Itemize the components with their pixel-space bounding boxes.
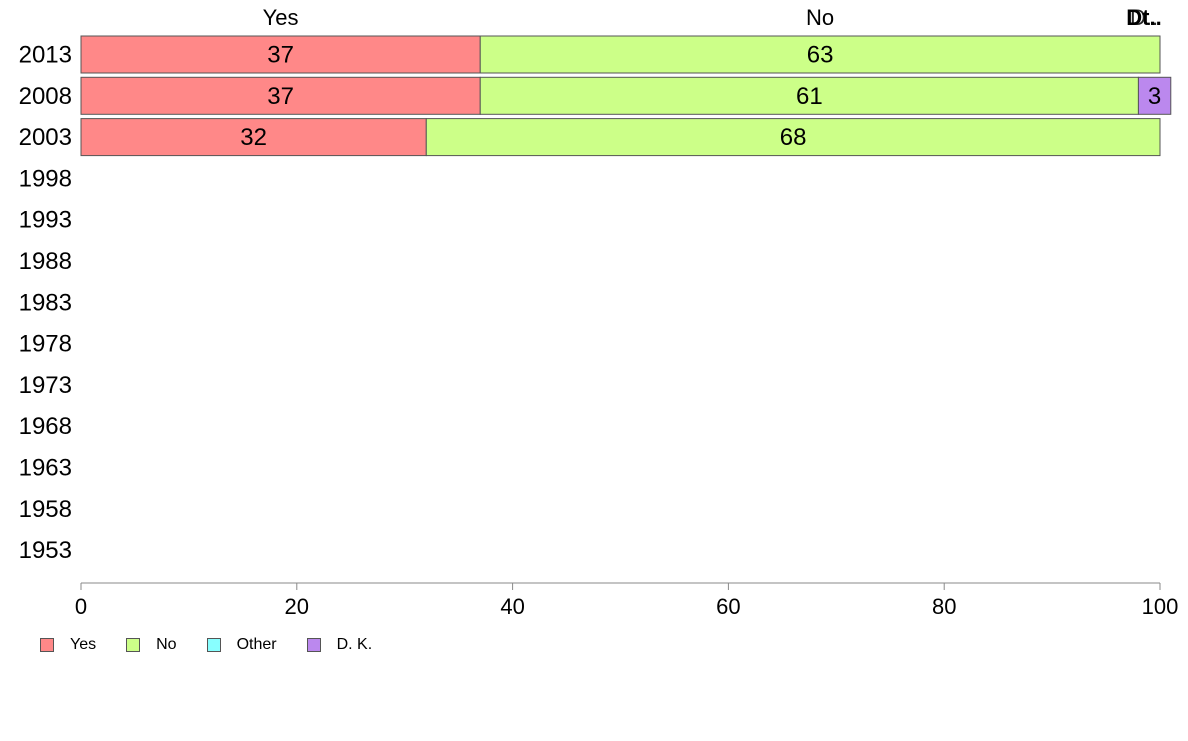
bar-value-label: 3 (1148, 83, 1161, 110)
legend-item-dk: D. K. (306, 636, 373, 654)
category-label: 1963 (19, 455, 72, 482)
bar-segment (479, 76, 1139, 115)
bar-segment (1137, 76, 1172, 115)
bar-value-label: 32 (240, 124, 267, 151)
category-label: 1958 (19, 496, 72, 523)
legend-swatch-other (206, 638, 221, 652)
category-label: 1968 (19, 413, 72, 440)
category-label: 1993 (19, 207, 72, 234)
legend-item-no: No (126, 636, 177, 654)
top-label-overlap-b: D.. (1130, 5, 1158, 30)
bar-segment (80, 76, 481, 115)
bar-value-label: 37 (267, 42, 294, 69)
legend-label-yes: Yes (70, 636, 97, 653)
category-label: 1998 (19, 165, 72, 192)
top-label-overlap-a: Dt.. (1126, 5, 1161, 30)
x-tick-label: 20 (285, 594, 309, 619)
legend-label-no: No (156, 636, 177, 653)
legend-swatch-yes (40, 638, 54, 652)
legend-label-dk: D. K. (336, 636, 373, 653)
legend-swatch-no (126, 638, 141, 652)
top-label-yes: Yes (263, 5, 299, 30)
x-tick-label: 80 (932, 594, 956, 619)
x-tick-label: 60 (716, 594, 740, 619)
legend-swatch-dk (306, 638, 321, 652)
legend: Yes No Other D. K. (40, 636, 402, 654)
bar-value-label: 63 (807, 42, 834, 69)
bar-value-label: 61 (796, 83, 823, 110)
legend-item-other: Other (206, 636, 277, 654)
category-label: 2003 (19, 124, 72, 151)
bar-segment (425, 118, 1161, 157)
top-label-no: No (806, 5, 834, 30)
category-label: 1953 (19, 537, 72, 564)
x-tick-label: 100 (1142, 594, 1179, 619)
category-label: 1973 (19, 372, 72, 399)
legend-label-other: Other (236, 636, 277, 653)
bar-value-label: 37 (267, 83, 294, 110)
category-label: 2013 (19, 42, 72, 69)
legend-item-yes: Yes (40, 636, 96, 654)
category-label: 1983 (19, 289, 72, 316)
category-label: 2008 (19, 83, 72, 110)
category-label: 1978 (19, 331, 72, 358)
x-tick-label: 40 (500, 594, 524, 619)
x-tick-label: 0 (75, 594, 87, 619)
bar-value-label: 68 (780, 124, 807, 151)
bar-segment (479, 35, 1161, 74)
category-label: 1988 (19, 248, 72, 275)
bar-segment (80, 118, 427, 157)
bar-segment (80, 35, 481, 74)
